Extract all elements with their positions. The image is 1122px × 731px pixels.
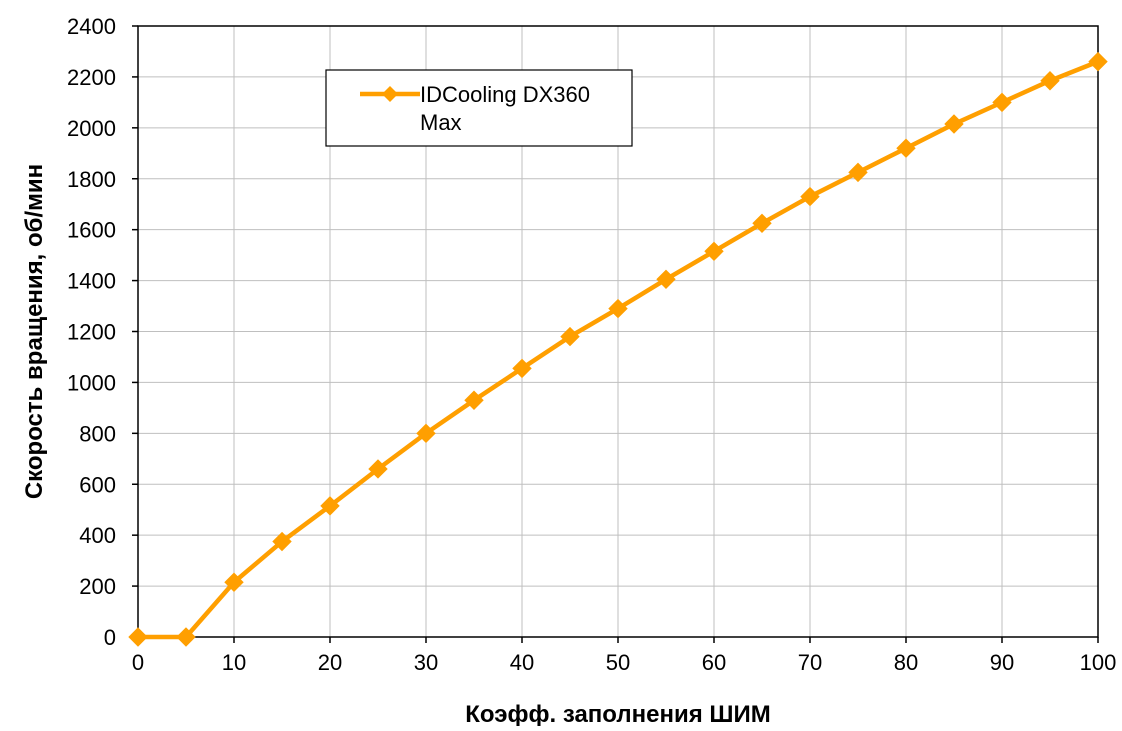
legend: IDCooling DX360 Max xyxy=(325,69,633,147)
axis-ticks: 0 10 20 30 40 50 60 70 80 90 100020040060080010001… xyxy=(67,14,1116,675)
data-point-marker xyxy=(512,358,532,379)
x-tick-label: 70 xyxy=(798,650,822,675)
data-point-marker xyxy=(224,572,244,592)
y-tick-label: 400 xyxy=(79,523,116,548)
data-point-marker xyxy=(560,326,580,347)
y-tick-label: 1000 xyxy=(67,370,116,395)
data-point-marker xyxy=(944,114,964,134)
y-tick-label: 2000 xyxy=(67,116,116,141)
series-layer xyxy=(128,51,1108,647)
data-point-marker xyxy=(656,269,676,290)
x-tick-label: 20 xyxy=(318,650,342,675)
y-axis-title: Скорость вращения, об/мин xyxy=(21,164,48,499)
data-point-marker xyxy=(704,241,724,262)
data-point-marker xyxy=(128,627,148,647)
y-tick-label: 2400 xyxy=(67,14,116,39)
y-tick-label: 1200 xyxy=(67,320,116,345)
y-tick-label: 1400 xyxy=(67,269,116,294)
legend-label: IDCooling DX360 xyxy=(420,82,590,107)
data-point-marker xyxy=(320,496,340,516)
x-axis-title: Коэфф. заполнения ШИМ xyxy=(465,701,770,726)
x-tick-label: 30 xyxy=(414,650,438,675)
y-tick-label: 2200 xyxy=(67,65,116,90)
data-point-marker xyxy=(1088,51,1108,72)
data-point-marker xyxy=(464,390,484,410)
legend-label: Max xyxy=(420,110,462,135)
data-point-marker xyxy=(608,298,628,319)
x-tick-label: 60 xyxy=(702,650,726,675)
data-point-marker xyxy=(272,531,292,552)
data-point-marker xyxy=(992,92,1012,113)
x-tick-label: 40 xyxy=(510,650,534,675)
x-tick-label: 80 xyxy=(894,650,918,675)
x-tick-label: 100 xyxy=(1080,650,1117,675)
data-point-marker xyxy=(800,186,820,207)
y-tick-label: 0 xyxy=(104,625,116,650)
data-point-marker xyxy=(416,423,436,444)
data-point-marker xyxy=(896,138,916,158)
y-tick-label: 1600 xyxy=(67,218,116,243)
x-tick-label: 90 xyxy=(990,650,1014,675)
y-tick-label: 1800 xyxy=(67,167,116,192)
data-point-marker xyxy=(848,162,868,183)
legend-box xyxy=(325,69,633,147)
y-tick-label: 800 xyxy=(79,421,116,446)
data-point-marker xyxy=(752,213,772,234)
x-tick-label: 0 xyxy=(132,650,144,675)
data-point-marker xyxy=(1040,71,1060,91)
data-point-marker xyxy=(176,627,196,647)
data-point-marker xyxy=(368,459,388,479)
legend-marker-sample xyxy=(382,86,398,102)
y-tick-label: 200 xyxy=(79,574,116,599)
y-tick-label: 600 xyxy=(79,472,116,497)
x-tick-label: 10 xyxy=(222,650,246,675)
x-tick-label: 50 xyxy=(606,650,630,675)
